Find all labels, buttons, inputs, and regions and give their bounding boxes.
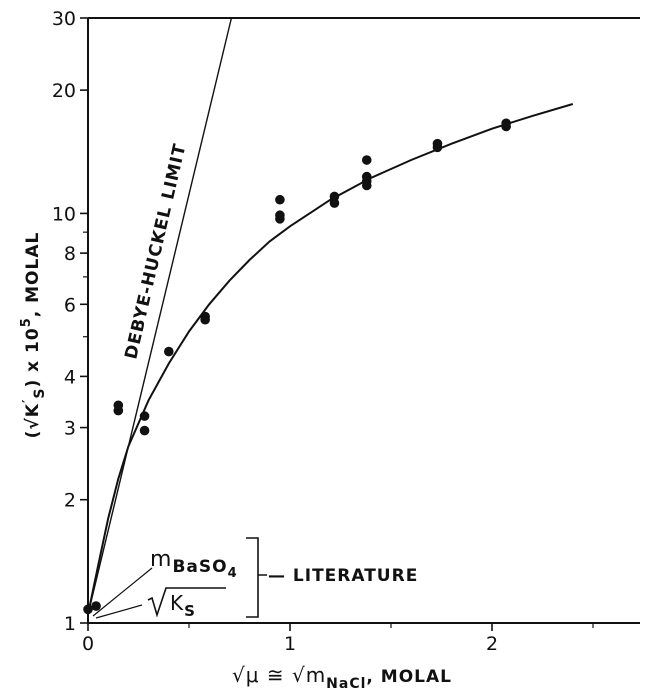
debye-huckel-limit-line [87,17,233,615]
data-point [91,601,101,611]
y-tick-label: 30 [52,8,76,30]
literature-annotation: mBaSO4 KS — LITERATURE [92,537,418,620]
y-tick-label: 2 [64,490,76,512]
x-tick-label: 2 [486,633,498,655]
y-tick-label: 20 [52,80,76,102]
x-tick-label: 1 [284,633,296,655]
y-tick-label: 3 [64,418,76,440]
m-leader-line [92,567,153,617]
y-axis-title: (√K′S) x 105, MOLAL [19,232,48,439]
m-baso4-label: mBaSO4 [150,547,238,581]
sqrt-ks-label: KS [170,591,196,620]
x-title-sqrt-mu: √μ ≅ √ [232,663,306,687]
y-title-mid: ) x 10 [23,327,43,387]
data-point [275,210,285,221]
data-point [139,425,150,436]
data-point [139,411,150,421]
data-point [164,346,174,357]
x-title-m: m [306,663,326,687]
data-points-layer [83,118,511,615]
x-axis-title: √μ ≅ √mNaCl, MOLAL [232,663,452,692]
fit-curve-layer [87,103,574,615]
x-tick-label: 0 [82,633,94,655]
y-title-open: (√K [23,403,43,438]
data-point [361,171,372,182]
y-title-exp: 5 [19,317,34,327]
y-tick-label: 1 [64,613,76,635]
data-point [361,155,372,165]
debye-huckel-limit-line-layer [87,17,233,615]
data-point [200,311,210,322]
x-title-unit: , MOLAL [366,667,452,687]
y-title-sub: S [32,388,48,399]
data-point [83,604,93,615]
data-point [113,400,124,411]
data-point [361,180,372,191]
literature-label: — LITERATURE [268,566,418,586]
y-title-unit: , MOLAL [23,232,43,318]
sqrt-ks-radical-sign [147,587,226,618]
y-tick-label: 6 [64,294,76,316]
k-leader-line [95,604,143,619]
y-ticks: 1 2 3 4 6 8 10 20 30 [52,8,88,635]
data-point [432,138,443,149]
data-point [329,191,340,202]
y-tick-label: 8 [64,243,76,265]
k-subscript: S [184,602,196,620]
data-point [275,194,285,205]
data-point [329,198,340,208]
m-letter: m [150,547,172,572]
literature-bracket [246,537,267,618]
y-tick-label: 4 [64,366,76,388]
fit-curve [87,103,574,615]
m-subscript: BaSO [172,557,227,577]
limit-line-label: DEBYE-HUCKEL LIMIT [121,142,190,362]
k-letter: K [170,591,184,615]
m-subscript-4: 4 [228,566,238,581]
x-title-sub: NaCl [326,676,366,692]
x-ticks: 0 1 2 [82,623,594,655]
y-tick-label: 10 [52,203,76,225]
data-point [501,118,511,129]
y-title-prime: ′ [21,399,36,403]
axes [87,17,640,624]
